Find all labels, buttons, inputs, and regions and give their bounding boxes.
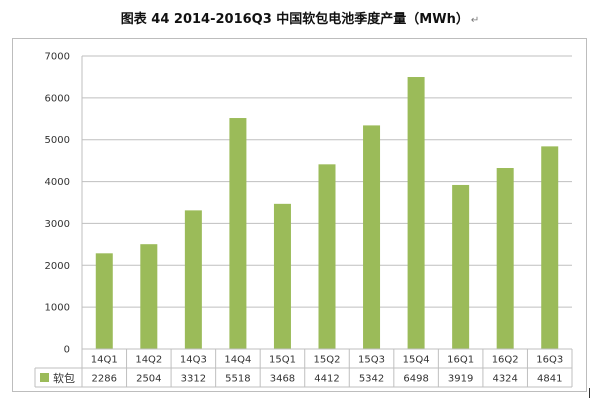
y-tick-label: 0 <box>64 345 70 356</box>
category-label: 14Q2 <box>135 355 162 366</box>
bar <box>184 210 202 349</box>
legend-label: 软包 <box>53 371 75 385</box>
bar <box>541 146 559 349</box>
data-value-label: 5342 <box>359 374 384 385</box>
legend-swatch <box>40 373 49 382</box>
bar <box>452 184 470 349</box>
category-label: 15Q4 <box>403 355 430 366</box>
data-value-label: 2504 <box>136 374 161 385</box>
chart-frame <box>12 38 587 392</box>
data-value-label: 2286 <box>92 374 117 385</box>
y-tick-label: 7000 <box>45 52 70 63</box>
category-label: 15Q3 <box>358 355 385 366</box>
category-label: 14Q4 <box>224 355 251 366</box>
category-label: 14Q1 <box>91 355 118 366</box>
data-value-label: 6498 <box>403 374 428 385</box>
bar <box>140 244 158 349</box>
bar <box>229 118 247 349</box>
category-label: 15Q1 <box>269 355 296 366</box>
data-value-label: 4324 <box>492 374 517 385</box>
bar <box>407 77 425 350</box>
data-value-label: 5518 <box>225 374 250 385</box>
y-tick-label: 6000 <box>45 93 70 104</box>
category-label: 14Q3 <box>180 355 207 366</box>
bar <box>363 125 381 349</box>
data-value-label: 3919 <box>448 374 473 385</box>
category-label: 15Q2 <box>314 355 341 366</box>
bar <box>95 253 113 349</box>
y-tick-label: 5000 <box>45 135 70 146</box>
data-value-label: 3312 <box>181 374 206 385</box>
data-value-label: 4841 <box>537 374 562 385</box>
y-tick-label: 2000 <box>45 261 70 272</box>
category-label: 16Q2 <box>492 355 519 366</box>
category-label: 16Q1 <box>447 355 474 366</box>
data-value-label: 4412 <box>314 374 339 385</box>
data-value-label: 3468 <box>270 374 295 385</box>
return-mark-icon: ↵ <box>470 15 480 26</box>
bar <box>318 164 336 349</box>
text-cursor <box>589 388 590 398</box>
bar <box>273 203 291 349</box>
y-tick-label: 4000 <box>45 177 70 188</box>
y-tick-label: 1000 <box>45 303 70 314</box>
bar <box>496 168 514 349</box>
chart-title-text: 图表 44 2014-2016Q3 中国软包电池季度产量（MWh） <box>120 12 469 27</box>
y-tick-label: 3000 <box>45 219 70 230</box>
category-label: 16Q3 <box>536 355 563 366</box>
chart-title: 图表 44 2014-2016Q3 中国软包电池季度产量（MWh） ↵ <box>0 8 600 27</box>
